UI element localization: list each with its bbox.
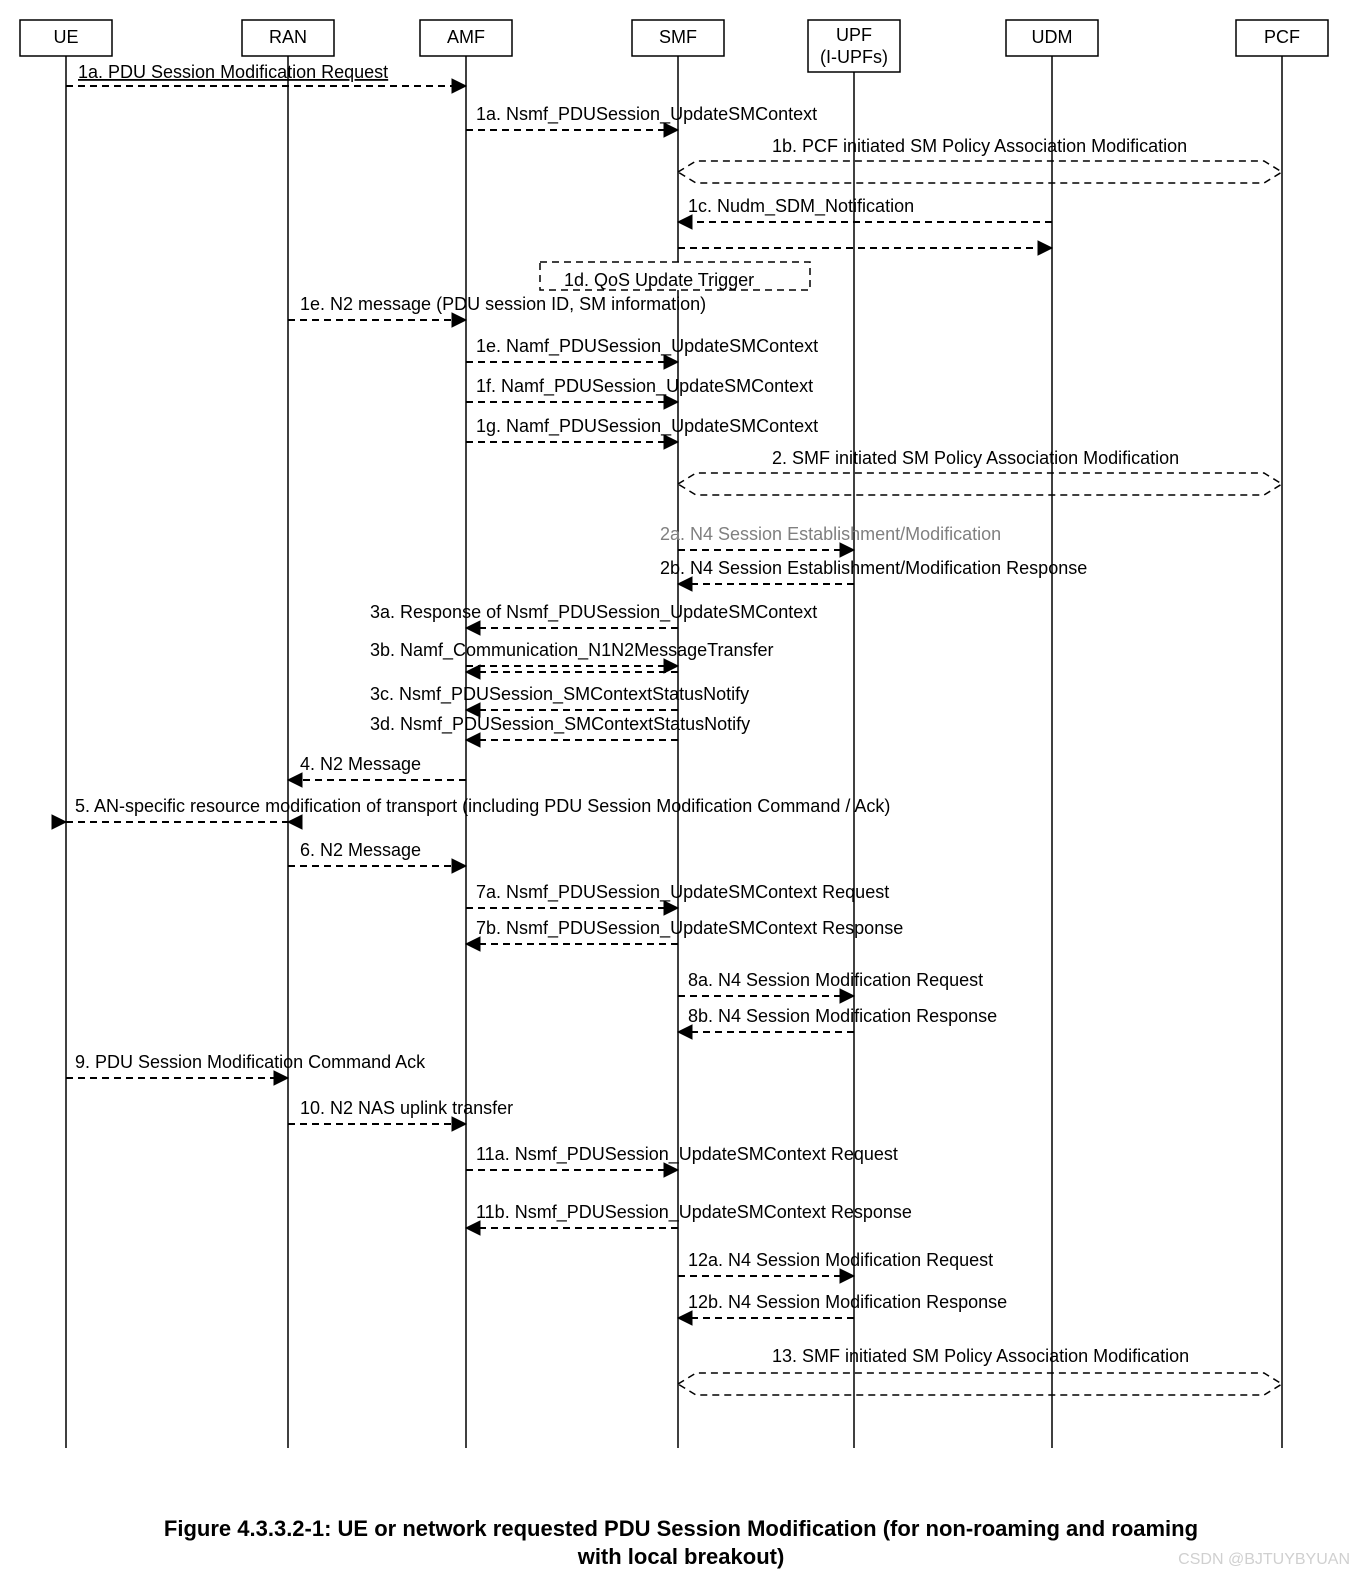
- message-label: 9. PDU Session Modification Command Ack: [75, 1052, 426, 1072]
- message-label: 1a. PDU Session Modification Request: [78, 62, 388, 82]
- message-label: 2b. N4 Session Establishment/Modificatio…: [660, 558, 1087, 578]
- message-label: 3d. Nsmf_PDUSession_SMContextStatusNotif…: [370, 714, 750, 735]
- note-label: 1d. QoS Update Trigger: [564, 270, 754, 290]
- message-label: 13. SMF initiated SM Policy Association …: [772, 1346, 1189, 1366]
- participant-label: UPF: [836, 25, 872, 45]
- message-label: 5. AN-specific resource modification of …: [75, 796, 890, 816]
- participant-label: SMF: [659, 27, 697, 47]
- participant-label: RAN: [269, 27, 307, 47]
- message-label: 1f. Namf_PDUSession_UpdateSMContext: [476, 376, 813, 397]
- message-label: 1g. Namf_PDUSession_UpdateSMContext: [476, 416, 818, 437]
- message-label: 1a. Nsmf_PDUSession_UpdateSMContext: [476, 104, 817, 125]
- message-label: 11a. Nsmf_PDUSession_UpdateSMContext Req…: [476, 1144, 898, 1165]
- message-label: 2a. N4 Session Establishment/Modificatio…: [660, 524, 1001, 544]
- message-label: 1e. Namf_PDUSession_UpdateSMContext: [476, 336, 818, 357]
- message-label: 1e. N2 message (PDU session ID, SM infor…: [300, 294, 706, 314]
- message-label: 8a. N4 Session Modification Request: [688, 970, 983, 990]
- figure-caption-line1: Figure 4.3.3.2-1: UE or network requeste…: [164, 1516, 1198, 1541]
- participant-label: UE: [53, 27, 78, 47]
- message-label: 8b. N4 Session Modification Response: [688, 1006, 997, 1026]
- participant-label: PCF: [1264, 27, 1300, 47]
- message-label: 10. N2 NAS uplink transfer: [300, 1098, 513, 1118]
- message-label: 7a. Nsmf_PDUSession_UpdateSMContext Requ…: [476, 882, 889, 903]
- message-label: 3c. Nsmf_PDUSession_SMContextStatusNotif…: [370, 684, 749, 705]
- participant-label: (I-UPFs): [820, 47, 888, 67]
- message-label: 2. SMF initiated SM Policy Association M…: [772, 448, 1179, 468]
- message-label: 1c. Nudm_SDM_Notification: [688, 196, 914, 217]
- watermark: CSDN @BJTUYBYUAN: [1178, 1551, 1350, 1568]
- message-label: 1b. PCF initiated SM Policy Association …: [772, 136, 1187, 156]
- message-label: 11b. Nsmf_PDUSession_UpdateSMContext Res…: [476, 1202, 912, 1223]
- message-label: 12b. N4 Session Modification Response: [688, 1292, 1007, 1312]
- participant-label: AMF: [447, 27, 485, 47]
- message-label: 7b. Nsmf_PDUSession_UpdateSMContext Resp…: [476, 918, 903, 939]
- participant-label: UDM: [1032, 27, 1073, 47]
- figure-caption-line2: with local breakout): [577, 1544, 785, 1569]
- message-label: 3b. Namf_Communication_N1N2MessageTransf…: [370, 640, 774, 661]
- message-label: 3a. Response of Nsmf_PDUSession_UpdateSM…: [370, 602, 817, 623]
- message-label: 4. N2 Message: [300, 754, 421, 774]
- message-label: 12a. N4 Session Modification Request: [688, 1250, 993, 1270]
- message-label: 6. N2 Message: [300, 840, 421, 860]
